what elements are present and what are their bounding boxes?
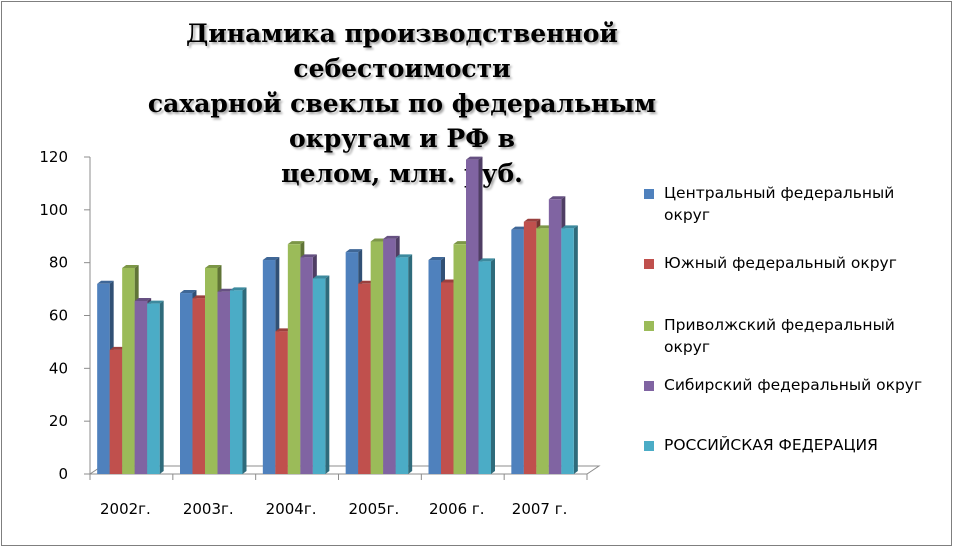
bar-top — [287, 241, 305, 245]
bar-side — [325, 275, 330, 474]
bar-top — [180, 290, 197, 294]
chart-title: Динамика производственной себестоимости … — [102, 16, 702, 191]
x-tick-label: 2006 г. — [429, 500, 485, 518]
bar — [441, 282, 454, 474]
legend-label: Южный федеральный округ — [664, 254, 897, 272]
bar — [383, 238, 396, 474]
bar — [134, 300, 148, 474]
legend-label: Центральный федеральный округ — [664, 184, 895, 224]
bar — [561, 228, 574, 474]
bar — [548, 199, 562, 474]
legend-swatch — [644, 381, 654, 391]
bar-top — [205, 264, 222, 268]
bar-top — [511, 226, 528, 230]
bar — [275, 331, 288, 474]
bar-top — [370, 238, 388, 242]
x-tick-label: 2007 г. — [512, 500, 568, 518]
chart-title-line-1: Динамика производственной себестоимости — [186, 19, 618, 83]
bar — [109, 349, 123, 474]
bar-top — [358, 280, 375, 284]
y-tick-label: 60 — [49, 307, 68, 325]
chart-title-line-3: целом, млн. руб. — [281, 159, 523, 188]
bar-side — [573, 225, 578, 474]
bar — [147, 303, 160, 474]
bar-top — [466, 156, 483, 160]
bar-top — [441, 279, 458, 283]
bar — [205, 267, 218, 474]
legend-swatch — [644, 189, 654, 199]
bar-top — [453, 241, 470, 245]
bar — [192, 298, 205, 474]
bar-top — [109, 346, 127, 350]
bar — [300, 257, 313, 474]
bar — [217, 291, 230, 474]
bar — [122, 267, 135, 474]
bar — [478, 261, 491, 474]
x-tick-label: 2004г. — [266, 500, 317, 518]
bar-side — [491, 258, 495, 474]
bar-top — [262, 257, 280, 261]
legend-label: РОССИЙСКАЯ ФЕДЕРАЦИЯ — [664, 436, 878, 454]
bar-top — [345, 249, 363, 253]
bar-side — [159, 300, 164, 474]
bar — [428, 260, 441, 474]
bar-top — [192, 295, 209, 299]
bar — [370, 241, 384, 474]
x-tick-label: 2002г. — [100, 500, 151, 518]
bar-top — [230, 287, 247, 291]
bar-top — [548, 196, 566, 200]
bar — [358, 283, 371, 474]
bar-top — [97, 280, 114, 284]
bar-side — [242, 287, 247, 474]
bar — [262, 260, 276, 474]
bar-top — [147, 300, 164, 304]
bar — [466, 159, 479, 474]
y-tick-label: 100 — [39, 201, 68, 219]
legend-label: Сибирский федеральный округ — [664, 376, 923, 394]
y-tick-label: 0 — [58, 465, 68, 483]
bar-top — [122, 264, 139, 268]
bar-side — [408, 254, 413, 474]
bar — [312, 278, 326, 474]
bar — [287, 244, 301, 474]
bar-top — [478, 258, 495, 262]
bar-top — [383, 235, 400, 239]
x-tick-label: 2003г. — [183, 500, 234, 518]
bar-top — [134, 297, 152, 301]
bar-top — [523, 218, 541, 222]
chart-title-line-2: сахарной свеклы по федеральным округам и… — [147, 89, 657, 153]
bar — [180, 293, 193, 474]
legend-swatch — [644, 259, 654, 269]
bar-top — [428, 257, 445, 261]
bar — [230, 290, 243, 474]
y-tick-label: 20 — [49, 412, 68, 430]
bar — [395, 257, 409, 474]
legend-label: Приволжский федеральный округ — [664, 316, 895, 356]
legend-swatch — [644, 441, 654, 451]
bar-top — [561, 225, 578, 229]
bar-top — [536, 225, 553, 229]
y-tick-label: 80 — [49, 254, 68, 272]
x-tick-label: 2005г. — [349, 500, 400, 518]
y-tick-label: 120 — [39, 148, 68, 166]
y-tick-label: 40 — [49, 359, 68, 377]
bar — [511, 229, 524, 474]
legend-swatch — [644, 321, 654, 331]
bar — [523, 221, 537, 474]
bar-top — [312, 275, 330, 279]
bar-top — [300, 254, 317, 258]
bar-top — [217, 288, 234, 292]
bar — [345, 252, 359, 474]
bar-top — [395, 254, 413, 258]
bar — [453, 244, 466, 474]
bar-top — [275, 328, 292, 332]
bar — [536, 228, 549, 474]
bar — [97, 283, 110, 474]
